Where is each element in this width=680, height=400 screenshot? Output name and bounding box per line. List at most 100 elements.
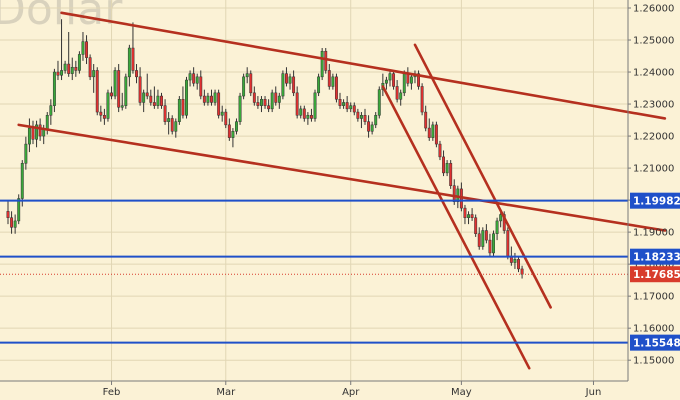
- candle-body: [452, 185, 456, 202]
- candle: [117, 64, 121, 113]
- candle-body: [38, 124, 42, 137]
- level-lines: [0, 199, 628, 344]
- candle: [267, 99, 271, 113]
- candle-body: [145, 92, 149, 97]
- x-tick-label: Mar: [216, 387, 236, 398]
- candle: [506, 227, 510, 260]
- candle: [138, 67, 142, 106]
- candle: [210, 89, 213, 106]
- candle: [113, 67, 117, 100]
- candle-body: [292, 76, 296, 94]
- candle-body: [242, 76, 246, 97]
- candle: [288, 73, 292, 90]
- x-tick-label: May: [451, 387, 472, 398]
- candle: [295, 86, 299, 119]
- candle: [85, 35, 88, 65]
- candle: [331, 73, 335, 90]
- candle-body: [281, 73, 285, 97]
- candle-body: [202, 95, 206, 103]
- candle-body: [142, 92, 146, 103]
- channel-line-3: [381, 85, 531, 370]
- x-axis-tick-labels: Feb Mar Apr May Jun: [103, 381, 601, 398]
- candle-body: [374, 115, 378, 126]
- candle-body: [177, 99, 181, 122]
- candle-body: [317, 76, 321, 94]
- candle: [95, 67, 99, 116]
- candle-body: [213, 92, 217, 103]
- candle-body: [120, 105, 124, 108]
- candle-body: [24, 143, 28, 164]
- candle: [449, 160, 453, 189]
- candle-body: [27, 127, 31, 145]
- candle: [81, 32, 85, 61]
- candle: [238, 92, 242, 125]
- candle: [24, 136, 28, 170]
- candle-body: [156, 95, 160, 106]
- candle-body: [74, 66, 78, 71]
- candle-body: [488, 239, 492, 254]
- candle-body: [227, 124, 231, 138]
- candle-body: [67, 63, 71, 74]
- candle: [188, 70, 192, 87]
- candle-body: [199, 76, 203, 97]
- candle-body: [402, 73, 406, 94]
- candle-body: [263, 99, 267, 106]
- candle: [370, 121, 374, 135]
- candle-body: [288, 76, 292, 84]
- candle-body: [163, 105, 167, 122]
- candle-body: [113, 70, 117, 97]
- candle-body: [220, 111, 224, 116]
- candle: [345, 96, 349, 113]
- candle-body: [334, 76, 338, 100]
- candle: [17, 194, 21, 225]
- candle-body: [295, 92, 299, 116]
- candle-body: [327, 70, 331, 87]
- candle: [431, 121, 435, 141]
- candle-body: [210, 95, 213, 103]
- candle-body: [60, 70, 63, 76]
- candle: [35, 120, 39, 148]
- candle: [349, 102, 353, 113]
- candle: [492, 230, 495, 257]
- channel-lines: [17, 11, 667, 370]
- candle-body: [110, 92, 113, 97]
- candle: [120, 92, 124, 111]
- candle: [135, 64, 138, 84]
- level-3-badge: [630, 334, 680, 351]
- candle-body: [445, 163, 449, 174]
- candle-body: [313, 92, 317, 119]
- candle-body: [81, 41, 85, 55]
- candle-body: [342, 102, 346, 106]
- x-tick-label: Feb: [103, 387, 121, 398]
- candle-body: [388, 73, 392, 81]
- current-price-badge: [630, 266, 680, 283]
- candle-body: [252, 92, 256, 103]
- y-tick-label: 1.25000: [633, 36, 674, 47]
- candle-body: [306, 115, 310, 119]
- candle: [320, 48, 324, 81]
- candle: [131, 22, 135, 74]
- y-tick-label: 1.19000: [633, 228, 674, 239]
- candle: [252, 86, 256, 106]
- candle: [395, 80, 399, 103]
- candle-body: [338, 99, 342, 106]
- candlesticks: [6, 19, 524, 279]
- candle-body: [395, 86, 399, 100]
- candle: [420, 83, 424, 116]
- candle-body: [249, 73, 253, 94]
- candle: [217, 89, 221, 119]
- candle: [149, 89, 153, 106]
- candle-body: [520, 268, 524, 275]
- candle: [481, 227, 485, 250]
- candle-body: [35, 124, 39, 140]
- candle-body: [449, 163, 453, 186]
- candle-body: [49, 105, 53, 116]
- candle-body: [377, 89, 381, 116]
- candle: [313, 89, 317, 122]
- candle-body: [399, 92, 403, 100]
- level-2-badge: [630, 248, 680, 265]
- candle: [206, 92, 210, 106]
- x-tick-label: Apr: [342, 387, 360, 398]
- y-tick-label: 1.21000: [633, 164, 674, 175]
- candle: [277, 92, 281, 109]
